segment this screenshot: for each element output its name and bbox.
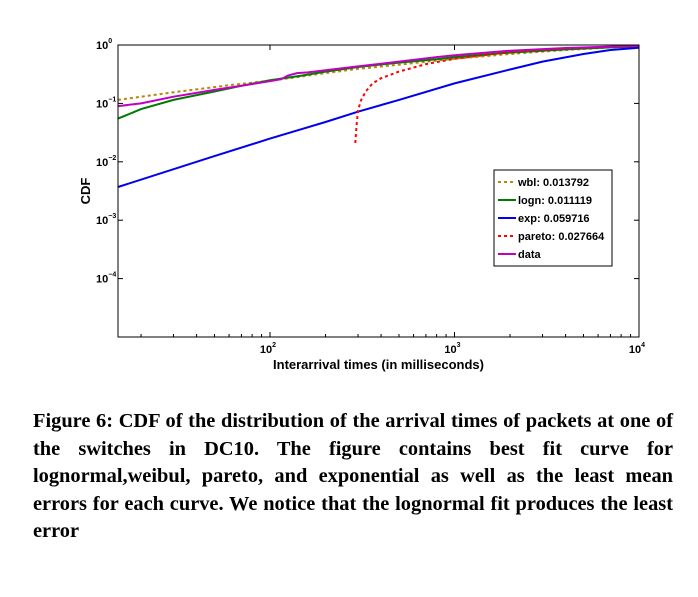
figure-caption: Figure 6: CDF of the distribution of the… xyxy=(33,410,673,542)
cdf-chart: 102 103 104 100 10−1 10−2 10−3 10−4 Interarriva… xyxy=(78,38,645,372)
legend-entry-1: logn: 0.011119 xyxy=(518,195,592,207)
x-tick-label-1: 103 xyxy=(444,342,460,356)
y-tick-label-0: 100 xyxy=(96,38,112,52)
ticks-layer: 102 103 104 100 10−1 10−2 10−3 10−4 xyxy=(96,38,645,356)
series-line-3 xyxy=(354,44,640,144)
y-axis-label: CDF xyxy=(78,178,93,205)
y-tick-label-4: 10−4 xyxy=(96,272,116,286)
x-axis-label: Interarrival times (in milliseconds) xyxy=(273,357,484,372)
legend-entry-0: wbl: 0.013792 xyxy=(517,177,589,189)
x-tick-label-2: 104 xyxy=(629,342,645,356)
legend-entry-2: exp: 0.059716 xyxy=(518,213,590,225)
x-tick-label-0: 102 xyxy=(260,342,276,356)
legend-entry-3: pareto: 0.027664 xyxy=(518,231,605,243)
y-tick-label-3: 10−3 xyxy=(96,213,116,227)
series-line-2 xyxy=(117,46,640,188)
series-layer xyxy=(117,44,640,188)
legend-entry-4: data xyxy=(518,249,542,261)
series-line-4 xyxy=(117,44,640,108)
y-tick-label-1: 10−1 xyxy=(96,96,116,110)
y-tick-label-2: 10−2 xyxy=(96,155,116,169)
plot-frame xyxy=(117,44,640,338)
series-line-0 xyxy=(117,45,640,101)
legend: wbl: 0.013792 logn: 0.011119 exp: 0.059716… xyxy=(493,169,613,267)
